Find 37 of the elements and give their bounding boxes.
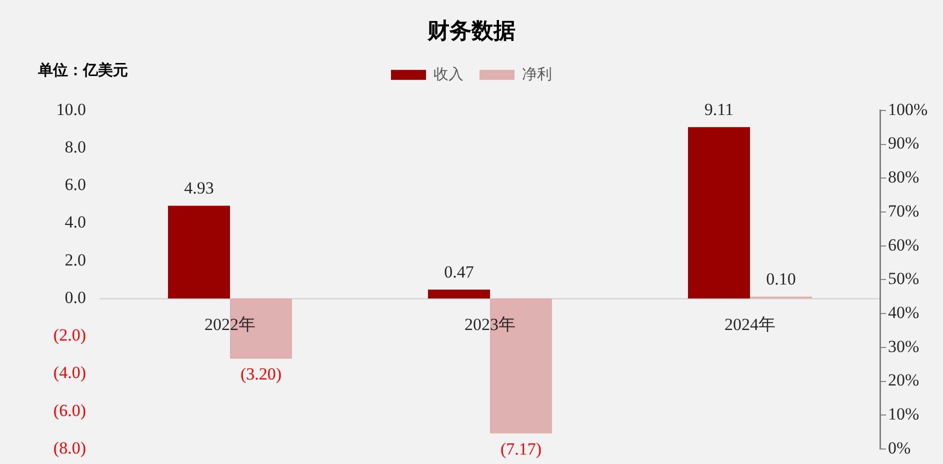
y2-tick-label: 40% — [888, 303, 920, 322]
data-label: 4.93 — [184, 178, 214, 198]
y2-tick-label: 10% — [888, 404, 920, 424]
y2-tick-label: 80% — [888, 168, 920, 187]
y2-tick-label: 0% — [888, 438, 911, 458]
data-label: 0.10 — [766, 270, 796, 289]
bar — [428, 290, 490, 299]
y2-tick-label: 30% — [888, 336, 920, 356]
y2-tick-label: 60% — [888, 235, 920, 254]
x-tick-label: 2023年 — [464, 315, 516, 334]
chart-title: 财务数据 — [426, 18, 516, 43]
y2-tick-label: 90% — [888, 134, 920, 153]
data-label: (3.20) — [240, 364, 282, 384]
legend-label: 收入 — [434, 66, 464, 83]
y2-tick-label: 70% — [888, 201, 920, 220]
x-tick-label: 2022年 — [204, 315, 256, 334]
legend-label: 净利 — [522, 66, 552, 83]
y2-tick-label: 100% — [888, 100, 928, 119]
bar — [688, 127, 750, 299]
x-tick-label: 2024年 — [724, 315, 776, 334]
y-tick-label: 2.0 — [64, 250, 86, 270]
y-tick-label: 6.0 — [64, 175, 86, 194]
y-tick-label: (6.0) — [53, 400, 86, 420]
y-tick-label: (8.0) — [53, 438, 86, 458]
y-tick-label: 4.0 — [64, 212, 86, 232]
y-tick-label: 8.0 — [64, 137, 86, 156]
y-tick-label: 0.0 — [64, 288, 86, 307]
y-tick-label: (2.0) — [53, 326, 86, 345]
y-axis-title: 单位：亿美元 — [37, 60, 128, 79]
y-tick-label: (4.0) — [53, 363, 86, 382]
data-label: 0.47 — [444, 262, 474, 282]
data-label: (7.17) — [500, 439, 542, 458]
y2-tick-label: 50% — [888, 269, 920, 288]
y-tick-label: 10.0 — [56, 100, 86, 119]
y2-tick-label: 20% — [888, 370, 920, 390]
data-label: 9.11 — [704, 100, 734, 120]
bar — [168, 206, 230, 299]
